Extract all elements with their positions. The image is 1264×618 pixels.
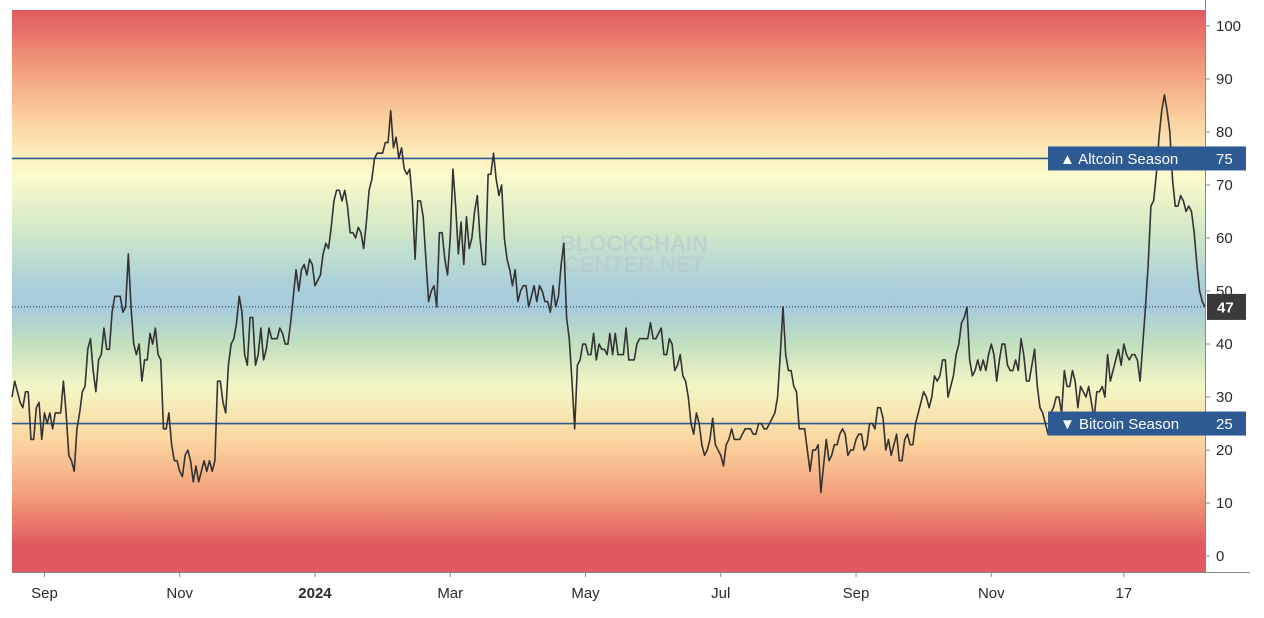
x-tick-label: Nov [166, 585, 193, 602]
x-tick-label: Mar [437, 585, 463, 602]
y-tick-label: 100 [1216, 18, 1241, 35]
x-axis-ticks: Sep Nov 2024 Mar May Jul Sep Nov 17 [31, 572, 1132, 602]
x-tick-label: Jul [711, 585, 730, 602]
threshold-lines [12, 157, 1205, 425]
threshold-label-text: ▲ Altcoin Season [1060, 151, 1178, 168]
x-tick-label: Sep [843, 585, 870, 602]
x-tick-label: Sep [31, 585, 58, 602]
threshold-value-label: 25 [1216, 416, 1233, 433]
y-tick-label: 80 [1216, 124, 1233, 141]
y-tick-label: 10 [1216, 495, 1233, 512]
threshold-labels: ▲ Altcoin Season 75 ▼ Bitcoin Season 25 [1048, 146, 1246, 436]
x-tick-label: May [571, 585, 600, 602]
x-tick-label: Nov [978, 585, 1005, 602]
current-value-badge-bg [1207, 293, 1246, 320]
current-value-badge: 47 [1207, 293, 1246, 320]
y-tick-label: 0 [1216, 548, 1224, 565]
threshold-value-label: 75 [1216, 151, 1233, 168]
y-tick-label: 70 [1216, 177, 1233, 194]
y-tick-label: 60 [1216, 230, 1233, 247]
y-tick-label: 40 [1216, 336, 1233, 353]
watermark-line: CENTER.NET [564, 252, 705, 277]
x-tick-label: 17 [1115, 585, 1132, 602]
plot-background [12, 10, 1205, 572]
threshold-label-box [1048, 411, 1246, 436]
series-line [11, 94, 1206, 494]
y-tick-label: 20 [1216, 442, 1233, 459]
y-tick-label: 30 [1216, 389, 1233, 406]
watermark: BLOCKCHAIN CENTER.NET [560, 231, 708, 277]
current-value-label: 47 [1217, 299, 1234, 316]
y-tick-label: 90 [1216, 71, 1233, 88]
watermark-line: BLOCKCHAIN [560, 231, 708, 256]
x-tick-label: 2024 [298, 585, 332, 602]
threshold-label-box [1048, 146, 1246, 171]
threshold-label-text: ▼ Bitcoin Season [1060, 416, 1179, 433]
